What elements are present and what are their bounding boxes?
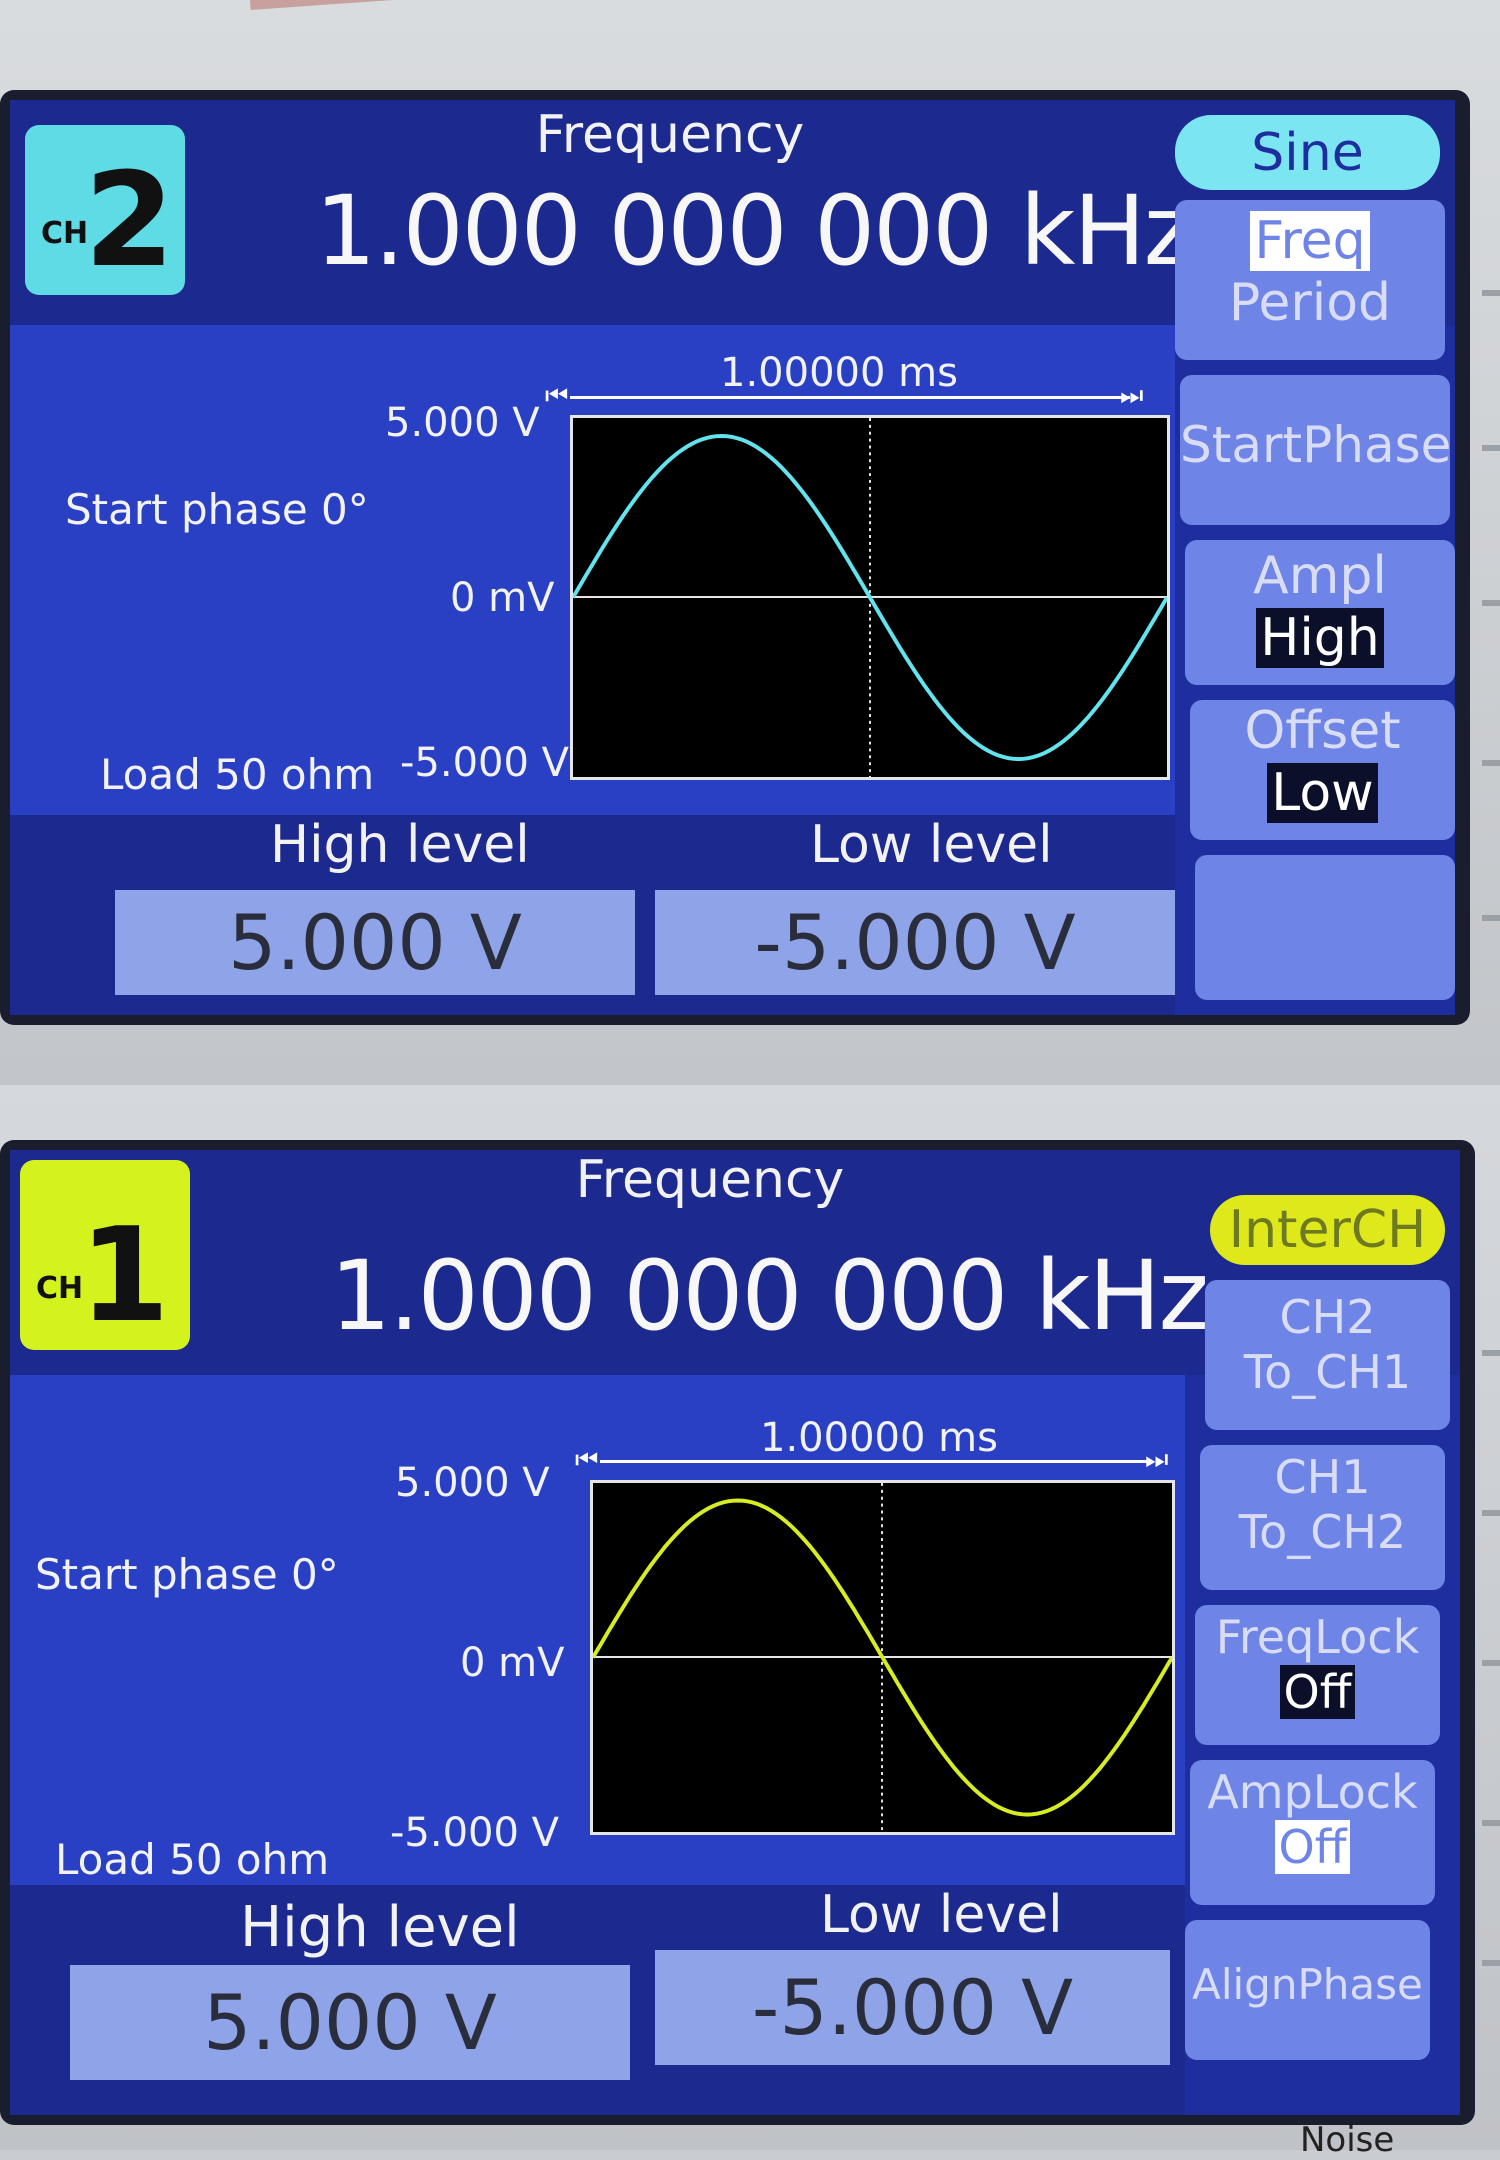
interch-menu-header[interactable]: InterCH: [1210, 1195, 1445, 1265]
softkey-blank[interactable]: [1195, 855, 1455, 1000]
softkey-ch1-to-ch2[interactable]: CH1 To_CH2: [1200, 1445, 1445, 1590]
bezel-side-mark: [1482, 1960, 1500, 1966]
softkey-line2: To_CH1: [1243, 1345, 1412, 1400]
softkey-line2: Off: [1274, 1820, 1351, 1875]
time-span-line: [600, 1460, 1150, 1463]
span-end-arrow-icon: ⏭: [1120, 381, 1144, 411]
softkey-startphase[interactable]: StartPhase: [1180, 375, 1452, 525]
softkey-line1: AmpLock: [1207, 1765, 1418, 1819]
waveform-sine-header[interactable]: Sine: [1175, 115, 1440, 190]
low-level-label: Low level: [810, 815, 1053, 875]
y-max-label: 5.000 V: [385, 400, 540, 446]
frequency-value[interactable]: 1.000 000 000 kHz: [330, 1240, 1209, 1352]
time-span-label: 1.00000 ms: [760, 1415, 998, 1461]
softkey-line2: Off: [1279, 1665, 1356, 1720]
load-text: Load 50 ohm: [100, 750, 375, 799]
y-min-label: -5.000 V: [400, 740, 570, 786]
ch-label: CH: [41, 216, 89, 251]
ch1-screen: CH 1 Frequency 1.000 000 000 kHz 1.00000…: [10, 1150, 1460, 2115]
high-level-value-field[interactable]: 5.000 V: [115, 890, 635, 995]
softkey-amplock[interactable]: AmpLock Off: [1190, 1760, 1435, 1905]
bezel-side-mark: [1482, 600, 1500, 606]
waveform-plot: [590, 1480, 1175, 1835]
softkey-alignphase[interactable]: AlignPhase: [1185, 1920, 1430, 2060]
bezel-side-mark: [1482, 1510, 1500, 1516]
y-zero-label: 0 mV: [450, 575, 555, 621]
sine-trace: [593, 1498, 1172, 1817]
softkey-line2: Low: [1267, 763, 1378, 824]
time-span-line: [570, 396, 1130, 399]
frequency-label: Frequency: [575, 1150, 845, 1210]
ch2-screen: CH 2 Frequency 1.000 000 000 kHz 1.00000…: [10, 100, 1455, 1015]
high-level-label: High level: [240, 1895, 520, 1960]
channel-2-badge[interactable]: CH 2: [25, 125, 185, 295]
bezel-side-mark: [1482, 915, 1500, 921]
span-start-arrow-icon: ⏮: [545, 381, 569, 411]
ch-label: CH: [36, 1271, 84, 1306]
waveform-svg: [593, 1483, 1172, 1832]
softkey-freq-period[interactable]: Freq Period: [1175, 200, 1445, 360]
start-phase-text: Start phase 0°: [35, 1550, 339, 1599]
load-text: Load 50 ohm: [55, 1835, 330, 1884]
frequency-value[interactable]: 1.000 000 000 kHz: [315, 175, 1194, 287]
softkey-freqlock[interactable]: FreqLock Off: [1195, 1605, 1440, 1745]
frequency-label: Frequency: [535, 105, 805, 165]
softkey-line2: Period: [1228, 273, 1392, 334]
softkey-line1: Freq: [1250, 211, 1370, 271]
softkey-line1: Offset: [1244, 701, 1401, 761]
channel-number: 2: [84, 144, 175, 296]
softkey-offset-low[interactable]: Offset Low: [1190, 700, 1455, 840]
start-phase-text: Start phase 0°: [65, 485, 369, 534]
softkey-line2: High: [1256, 608, 1384, 669]
time-span-label: 1.00000 ms: [720, 350, 958, 396]
waveform-plot: [570, 415, 1170, 780]
bezel-side-mark: [1482, 1660, 1500, 1666]
bezel-side-mark: [1482, 290, 1500, 296]
softkey-line1: Ampl: [1253, 546, 1387, 606]
sine-trace: [573, 434, 1167, 762]
channel-number: 1: [79, 1199, 170, 1351]
softkey-ampl-high[interactable]: Ampl High: [1185, 540, 1455, 685]
bezel-side-mark: [1482, 1350, 1500, 1356]
low-level-value-field[interactable]: -5.000 V: [655, 1950, 1170, 2065]
y-zero-label: 0 mV: [460, 1640, 565, 1686]
high-level-value-field[interactable]: 5.000 V: [70, 1965, 630, 2080]
low-level-value-field[interactable]: -5.000 V: [655, 890, 1175, 995]
span-start-arrow-icon: ⏮: [575, 1445, 599, 1475]
softkey-line1: CH1: [1274, 1450, 1371, 1504]
span-end-arrow-icon: ⏭: [1145, 1445, 1169, 1475]
bezel-side-mark: [1482, 760, 1500, 766]
softkey-line1: StartPhase: [1180, 416, 1452, 474]
channel-1-badge[interactable]: CH 1: [20, 1160, 190, 1350]
bezel-side-mark: [1482, 1820, 1500, 1826]
softkey-line1: AlignPhase: [1192, 1960, 1423, 2009]
noise-button-label: Noise: [1300, 2120, 1395, 2160]
softkey-line1: FreqLock: [1215, 1610, 1420, 1664]
softkey-line2: To_CH2: [1238, 1505, 1407, 1560]
bezel-side-mark: [1482, 445, 1500, 451]
softkey-line1: CH2: [1279, 1290, 1376, 1344]
softkey-ch2-to-ch1[interactable]: CH2 To_CH1: [1205, 1280, 1450, 1430]
y-max-label: 5.000 V: [395, 1460, 550, 1506]
y-min-label: -5.000 V: [390, 1810, 560, 1856]
high-level-label: High level: [270, 815, 530, 875]
waveform-svg: [573, 418, 1167, 777]
low-level-label: Low level: [820, 1885, 1063, 1945]
